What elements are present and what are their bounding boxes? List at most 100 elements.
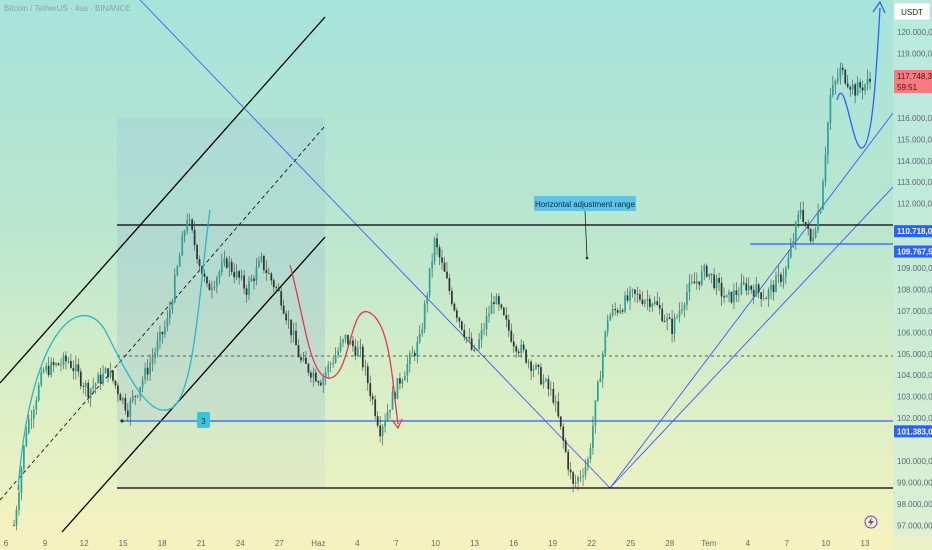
candle-body: [765, 298, 767, 300]
candle-body: [770, 284, 772, 290]
candle-body: [391, 392, 394, 410]
candle-body: [263, 255, 265, 270]
candle-body: [168, 309, 171, 318]
candle-body: [295, 330, 297, 346]
candle-body: [82, 386, 85, 387]
candle-body: [510, 330, 513, 342]
candle-body: [475, 348, 478, 350]
candle-body: [596, 382, 599, 401]
channel-mid-line[interactable]: [0, 125, 326, 501]
candle-body: [235, 271, 238, 278]
v-right-line[interactable]: [609, 112, 894, 489]
candle-body: [386, 411, 389, 421]
candle-body: [255, 267, 258, 281]
candle-body: [384, 420, 386, 427]
ascending-support-line[interactable]: [609, 186, 894, 489]
candle-body: [352, 340, 354, 347]
x-tick-label: 28: [665, 539, 674, 548]
projection-curve[interactable]: [836, 7, 881, 149]
candle-body: [453, 303, 456, 311]
candle-body: [666, 317, 668, 322]
y-tick-label: 103.000,00: [897, 393, 932, 402]
candle-body: [715, 277, 718, 289]
candle-body: [258, 260, 260, 268]
candle-body: [196, 245, 198, 260]
candle-body: [658, 304, 661, 309]
y-tick-label: 99.000,00: [897, 478, 932, 487]
candle-body: [473, 349, 476, 351]
candle-body: [270, 273, 273, 281]
candle-body: [45, 365, 48, 371]
candle-body: [47, 365, 50, 376]
y-tick-label: 104.000,00: [897, 371, 932, 380]
candle-body: [567, 451, 570, 470]
level-tag-label: 110.718,00: [897, 227, 932, 236]
channel-upper-line[interactable]: [0, 16, 326, 384]
candle-body: [698, 281, 701, 285]
x-tick-label: 13: [470, 539, 479, 548]
candle-body: [794, 222, 797, 241]
candle-body: [723, 296, 725, 298]
candle-body: [139, 386, 142, 396]
x-tick-label: 15: [119, 539, 128, 548]
countdown-label: 59:51: [897, 83, 918, 92]
candle-body: [92, 386, 95, 389]
candle-body: [206, 276, 208, 284]
candle-body: [653, 301, 656, 304]
candle-body: [490, 302, 493, 315]
wave-marker-3[interactable]: 3: [197, 412, 210, 428]
candle-body: [406, 364, 409, 376]
channel-lower-line[interactable]: [61, 236, 326, 533]
symbol-title: Bitcoin / TetherUS · 4sa · BINANCE: [4, 4, 131, 13]
candle-body: [369, 383, 372, 397]
y-tick-label: 114.000,00: [897, 157, 932, 166]
candle-body: [559, 416, 562, 427]
candle-body: [112, 370, 114, 381]
candle-body: [84, 382, 87, 387]
x-tick-label: 24: [236, 539, 245, 548]
candle-body: [742, 282, 745, 284]
currency-button[interactable]: USDT: [893, 2, 931, 21]
cyan-wave-curve[interactable]: [17, 209, 211, 491]
candle-body: [807, 225, 810, 229]
candle-body: [626, 295, 629, 301]
lightning-icon[interactable]: [864, 515, 878, 529]
candle-body: [399, 378, 401, 384]
candle-body: [65, 355, 67, 362]
candle-body: [498, 296, 500, 305]
candle-body: [213, 286, 216, 289]
candle-body: [131, 396, 134, 401]
candle-body: [302, 357, 305, 361]
x-tick-label: 9: [43, 539, 48, 548]
candle-body: [703, 265, 706, 272]
candle-body: [334, 355, 337, 363]
candle-body: [97, 374, 99, 384]
candle-body: [74, 364, 77, 372]
candle-body: [67, 360, 70, 362]
candle-body: [844, 69, 847, 84]
candle-body: [720, 282, 723, 297]
candle-body: [411, 352, 414, 354]
candle-body: [193, 229, 196, 246]
candle-body: [537, 364, 540, 368]
x-tick-label: 10: [822, 539, 831, 548]
time-axis[interactable]: 6 9 12 15 18 21 24 27 Haz 4 7 10 13 16 19 22 25 28 Tem 4 7 10…: [0, 536, 932, 550]
red-wave-curve[interactable]: [289, 264, 399, 425]
candle-body: [686, 291, 688, 305]
annotation-callout[interactable]: Horizontal adjustment range: [534, 196, 636, 211]
x-tick-label: 10: [431, 539, 440, 548]
candle-body: [238, 271, 240, 278]
candle-body: [517, 351, 520, 354]
candle-body: [700, 271, 703, 285]
candle-body: [305, 357, 307, 364]
candle-body: [119, 394, 122, 401]
descending-trend-line[interactable]: [139, 0, 611, 489]
y-tick-label: 108.000,00: [897, 285, 932, 294]
candle-body: [582, 475, 584, 477]
x-tick-label: 19: [548, 539, 557, 548]
y-tick-label: 98.000,00: [897, 500, 932, 509]
x-tick-label: 22: [587, 539, 596, 548]
candle-body: [572, 472, 574, 484]
candle-body: [619, 310, 621, 313]
